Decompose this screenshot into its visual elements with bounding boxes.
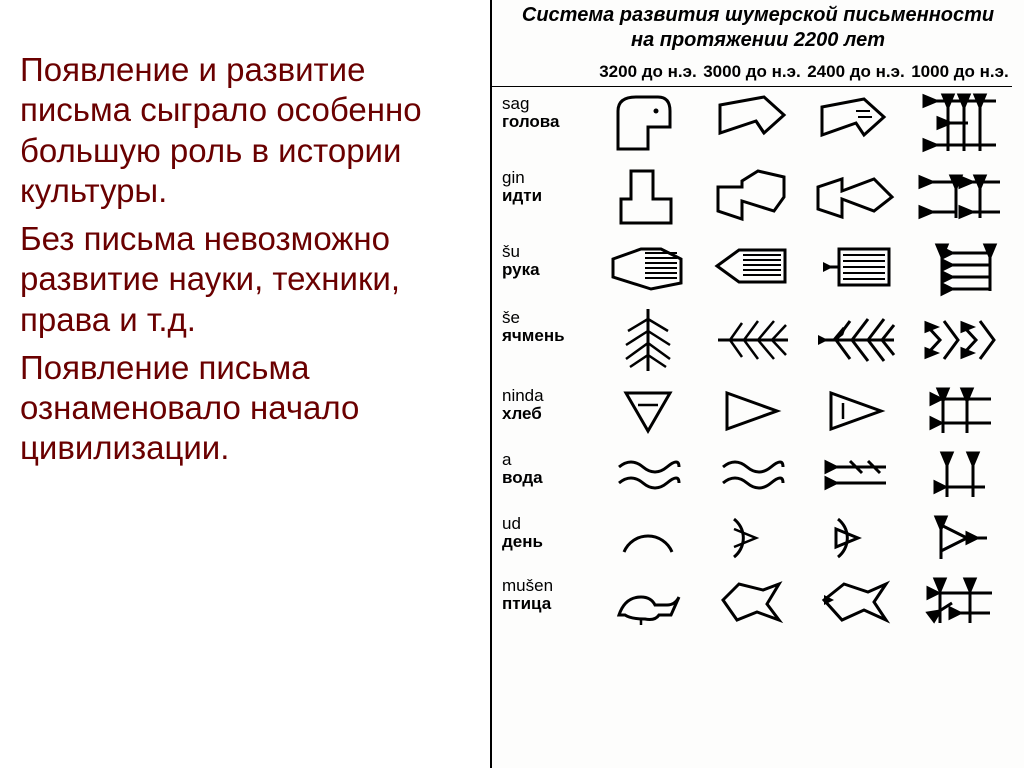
glyph-su-2400	[804, 235, 908, 301]
row-russian: ячмень	[502, 327, 592, 345]
glyph-ud-2400	[804, 507, 908, 569]
glyph-musen-3200	[596, 569, 700, 633]
glyph-sag-3000	[700, 87, 804, 161]
glyph-sag-3200	[596, 87, 700, 161]
glyph-a-2400	[804, 443, 908, 507]
glyph-se-3200	[596, 301, 700, 379]
glyph-a-3000	[700, 443, 804, 507]
chart-grid: 3200 до н.э. 3000 до н.э. 2400 до н.э. 1…	[492, 58, 1024, 633]
glyph-ud-3000	[700, 507, 804, 569]
glyph-ninda-2400	[804, 379, 908, 443]
cuneiform-chart: Система развития шумерской письменности …	[490, 0, 1024, 768]
glyph-su-3000	[700, 235, 804, 301]
row-russian: день	[502, 533, 592, 551]
row-latin: ud	[502, 515, 592, 533]
row-label: sag голова	[492, 87, 596, 161]
glyph-ud-3200	[596, 507, 700, 569]
glyph-gin-3000	[700, 161, 804, 235]
text-panel: Появление и развитие письма сыграло особ…	[0, 0, 490, 768]
glyph-ninda-3000	[700, 379, 804, 443]
row-russian: рука	[502, 261, 592, 279]
glyph-ninda-1000	[908, 379, 1012, 443]
row-russian: идти	[502, 187, 592, 205]
row-label: ninda хлеб	[492, 379, 596, 443]
row-latin: še	[502, 309, 592, 327]
glyph-gin-2400	[804, 161, 908, 235]
paragraph-2: Без письма невозможно развитие науки, те…	[20, 219, 478, 340]
paragraph-1: Появление и развитие письма сыграло особ…	[20, 50, 478, 211]
glyph-musen-1000	[908, 569, 1012, 633]
col-header: 3200 до н.э.	[596, 58, 700, 87]
row-latin: mušen	[502, 577, 592, 595]
chart-title: Система развития шумерской письменности	[492, 0, 1024, 29]
row-latin: a	[502, 451, 592, 469]
glyph-se-3000	[700, 301, 804, 379]
row-label: ud день	[492, 507, 596, 569]
glyph-ninda-3200	[596, 379, 700, 443]
col-header: 3000 до н.э.	[700, 58, 804, 87]
paragraph-3: Появление письма ознаменовало начало цив…	[20, 348, 478, 469]
col-header: 1000 до н.э.	[908, 58, 1012, 87]
glyph-sag-2400	[804, 87, 908, 161]
glyph-su-1000	[908, 235, 1012, 301]
glyph-musen-3000	[700, 569, 804, 633]
row-latin: ninda	[502, 387, 592, 405]
glyph-a-1000	[908, 443, 1012, 507]
glyph-gin-1000	[908, 161, 1012, 235]
row-latin: gin	[502, 169, 592, 187]
header-blank	[492, 58, 596, 87]
row-latin: sag	[502, 95, 592, 113]
row-label: gin идти	[492, 161, 596, 235]
row-latin: šu	[502, 243, 592, 261]
glyph-se-2400	[804, 301, 908, 379]
chart-subtitle: на протяжении 2200 лет	[492, 29, 1024, 58]
glyph-su-3200	[596, 235, 700, 301]
row-russian: вода	[502, 469, 592, 487]
glyph-musen-2400	[804, 569, 908, 633]
row-label: šu рука	[492, 235, 596, 301]
glyph-gin-3200	[596, 161, 700, 235]
row-russian: птица	[502, 595, 592, 613]
col-header: 2400 до н.э.	[804, 58, 908, 87]
glyph-sag-1000	[908, 87, 1012, 161]
glyph-a-3200	[596, 443, 700, 507]
glyph-ud-1000	[908, 507, 1012, 569]
row-russian: голова	[502, 113, 592, 131]
row-russian: хлеб	[502, 405, 592, 423]
row-label: še ячмень	[492, 301, 596, 379]
row-label: mušen птица	[492, 569, 596, 633]
glyph-se-1000	[908, 301, 1012, 379]
row-label: a вода	[492, 443, 596, 507]
